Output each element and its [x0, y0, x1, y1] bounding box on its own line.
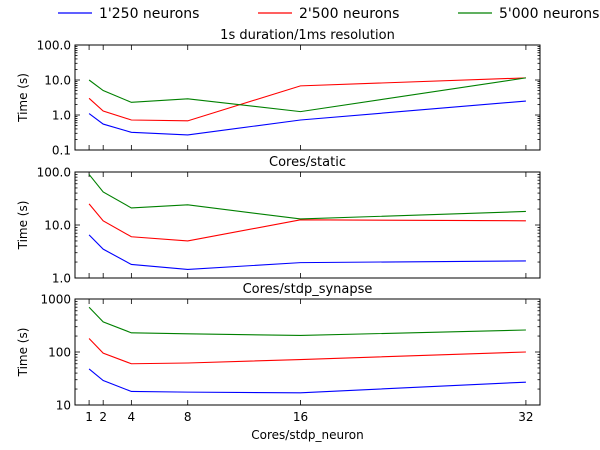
series-line-1 [88, 234, 526, 271]
panel-3: Cores/stdp_synapse Time (s) 10 100 1000 1 2 4 8 1… [16, 282, 541, 424]
series-line-3 [88, 306, 526, 337]
y-tick-label: 100 [48, 346, 71, 360]
plot-frame [74, 171, 541, 279]
y-tick-label: 100.0 [37, 39, 71, 53]
panels: 1s duration/1ms resolution Time (s) 0.1 1.0… [16, 28, 541, 424]
y-tick-label: 0.1 [52, 144, 71, 158]
panel-title: Cores/static [269, 155, 346, 170]
x-tick-label: 16 [293, 410, 308, 424]
legend-label: 1'250 neurons [99, 6, 199, 22]
x-tick-label: 4 [128, 410, 136, 424]
legend-label: 5'000 neurons [499, 6, 599, 22]
y-axis-label: Time (s) [16, 328, 30, 378]
y-axis-label: Time (s) [16, 73, 30, 123]
panel-1: 1s duration/1ms resolution Time (s) 0.1 1.0… [16, 28, 541, 158]
legend-label: 2'500 neurons [299, 6, 399, 22]
panel-title: Cores/stdp_synapse [243, 282, 373, 297]
legend-item: 1'250 neurons [58, 6, 199, 22]
y-tick-label: 100.0 [37, 166, 71, 180]
legend-item: 2'500 neurons [258, 6, 399, 22]
plot-frame [74, 44, 541, 151]
x-tick-label: 1 [85, 410, 93, 424]
y-axis-label: Time (s) [16, 201, 30, 251]
plot-frame [74, 298, 541, 406]
y-tick-label: 1.0 [52, 109, 71, 123]
series-line-3 [88, 77, 526, 113]
legend-item: 5'000 neurons [458, 6, 599, 22]
series-line-1 [88, 368, 526, 394]
y-tick-label: 10 [56, 399, 71, 413]
series-line-2 [88, 77, 526, 122]
series-line-3 [88, 174, 526, 220]
panel-title: 1s duration/1ms resolution [220, 28, 395, 43]
y-tick-label: 1.0 [52, 272, 71, 286]
panel-2: Cores/static Time (s) 1.0 10.0 100.0 [16, 155, 541, 286]
series-line-2 [88, 203, 526, 242]
x-tick-label: 32 [518, 410, 533, 424]
y-tick-label: 1000 [40, 293, 71, 307]
x-tick-label: 2 [99, 410, 107, 424]
series-line-2 [88, 338, 526, 365]
x-axis-label: Cores/stdp_neuron [251, 428, 363, 442]
series-line-1 [88, 100, 526, 136]
x-tick-label: 8 [184, 410, 192, 424]
y-tick-label: 10.0 [44, 219, 71, 233]
y-tick-label: 10.0 [44, 74, 71, 88]
legend: 1'250 neurons 2'500 neurons 5'000 neurons [58, 6, 599, 22]
